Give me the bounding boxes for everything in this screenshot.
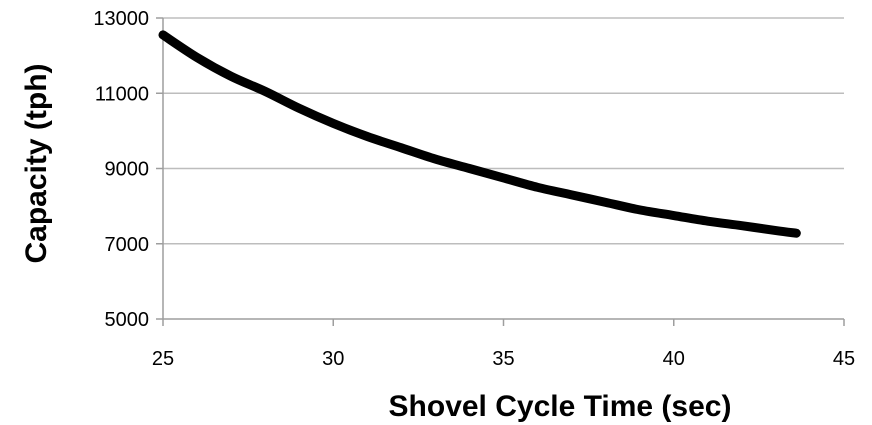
y-tick-label: 5000 — [105, 309, 150, 331]
axes — [156, 17, 845, 326]
gridlines — [163, 17, 844, 245]
tick-labels: 5000 7000 9000 11000 13000 25 30 35 40 45 — [93, 8, 855, 370]
y-tick-label: 13000 — [93, 8, 149, 30]
series-layer — [158, 30, 801, 238]
x-tick-label: 30 — [322, 348, 344, 370]
y-axis-title: Capacity (tph) — [20, 63, 53, 263]
y-tick-label: 11000 — [95, 83, 149, 105]
x-tick-label: 40 — [663, 348, 685, 370]
x-axis-title: Shovel Cycle Time (sec) — [389, 390, 732, 423]
x-tick-label: 45 — [833, 348, 855, 370]
x-tick-label: 25 — [152, 348, 174, 370]
series-line-0 — [158, 30, 801, 238]
y-tick-label: 7000 — [105, 234, 150, 256]
x-tick-label: 35 — [492, 348, 514, 370]
y-tick-label: 9000 — [105, 159, 150, 181]
